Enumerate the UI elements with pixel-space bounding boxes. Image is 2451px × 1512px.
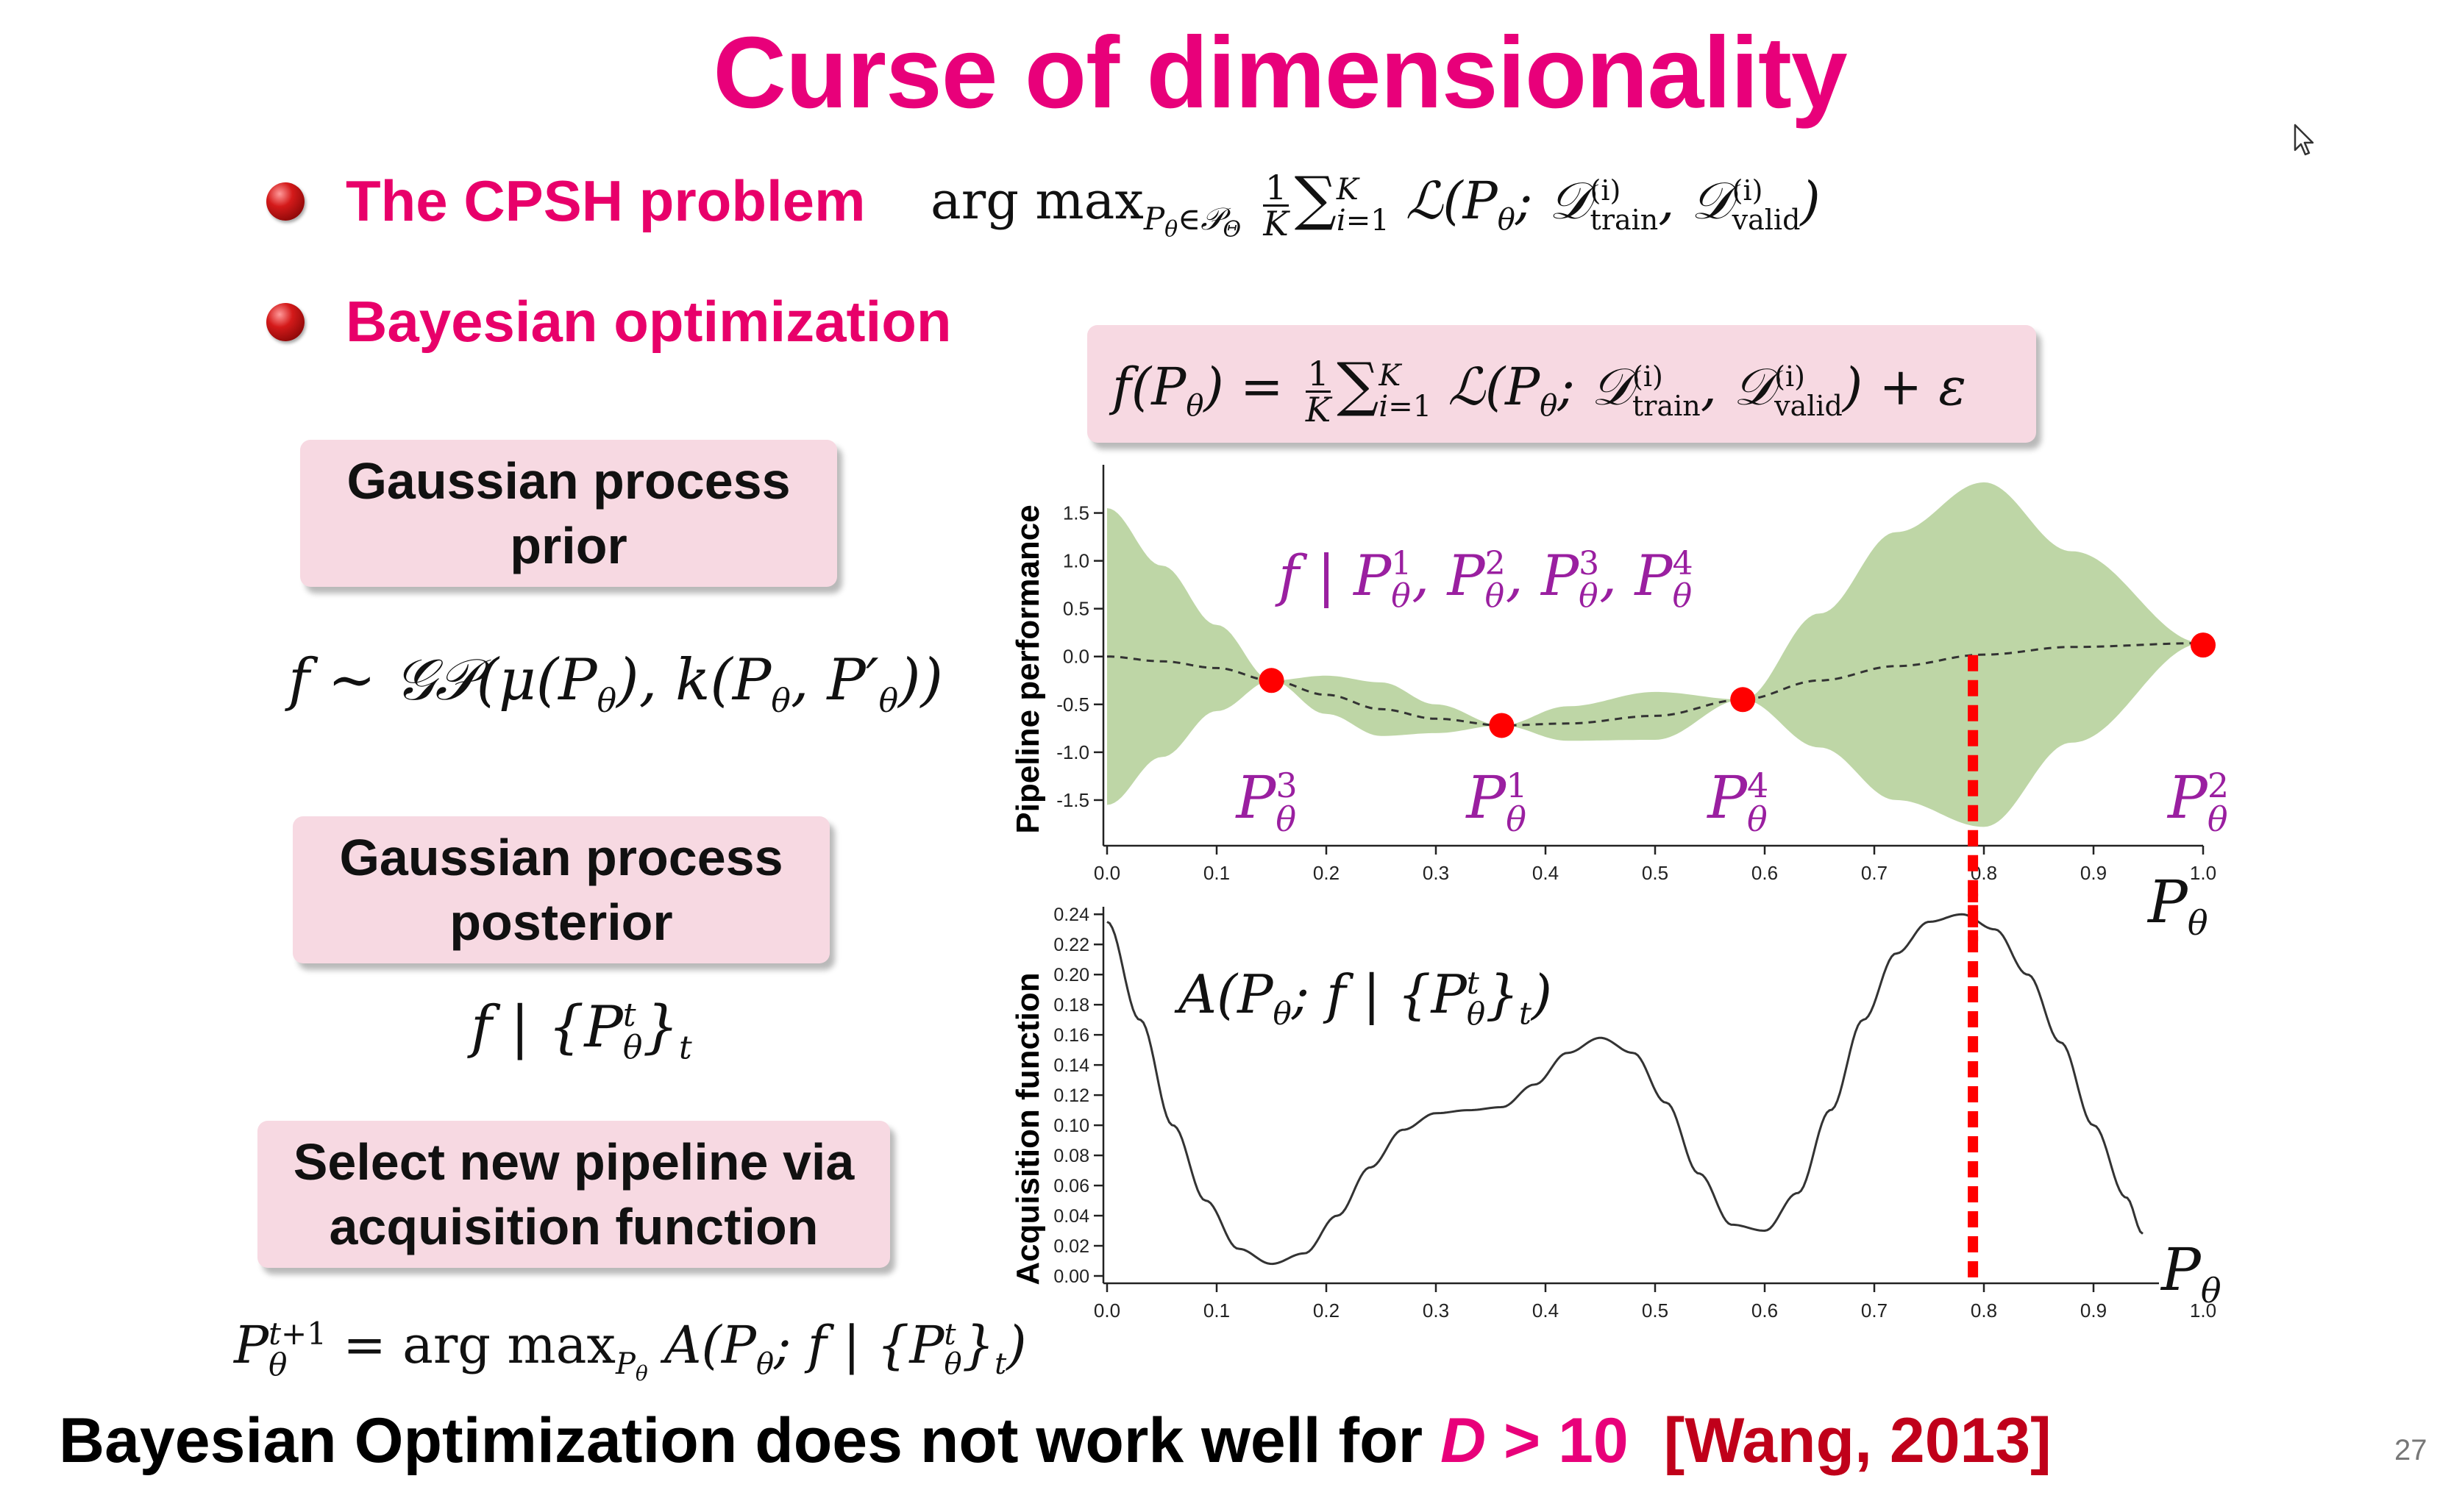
x-tick-label: 0.1: [1203, 862, 1230, 884]
citation: [Wang, 2013]: [1663, 1405, 2052, 1476]
x-tick-label: 1.0: [2190, 1299, 2216, 1322]
acquisition-chart-xlabel: Pθ: [2161, 1235, 2221, 1310]
bullet-icon: [266, 303, 305, 341]
posterior-mean-line: [1106, 642, 2203, 727]
y-tick-label: 0.5: [1063, 598, 1089, 620]
gp-prior-box: Gaussian process prior: [300, 440, 837, 587]
acquisition-chart-annotation: A(Pθ; f | {P t θ}t): [1178, 963, 1553, 1032]
mouse-cursor-icon: [2294, 124, 2314, 156]
x-tick-label: 0.2: [1313, 1299, 1340, 1322]
bullet-cpsh-label: The CPSH problem: [346, 168, 866, 233]
observation-point: [1489, 713, 1515, 738]
bottom-statement: Bayesian Optimization does not work well…: [59, 1405, 2052, 1477]
y-tick-label: 0.08: [1053, 1146, 1089, 1166]
y-tick-label: -1.0: [1056, 741, 1089, 763]
objective-formula-box: [1087, 325, 2036, 443]
x-tick-label: 0.5: [1642, 1299, 1668, 1322]
y-tick-label: 0.06: [1053, 1176, 1089, 1197]
y-tick-label: 0.02: [1053, 1236, 1089, 1257]
y-tick-label: 0.24: [1053, 905, 1089, 925]
y-tick-label: -1.5: [1056, 789, 1089, 811]
gp-posterior-line1: Gaussian process: [339, 829, 783, 886]
bottom-statement-text: Bayesian Optimization does not work well…: [59, 1405, 1440, 1476]
x-tick-label: 0.8: [1971, 1299, 1997, 1322]
x-tick-label: 1.0: [2190, 862, 2216, 884]
acquisition-chart-ylabel: Acquisition function: [1010, 972, 1046, 1285]
y-tick-label: 1.5: [1063, 502, 1089, 524]
dimension-variable: D: [1440, 1405, 1487, 1476]
y-tick-label: -0.5: [1056, 693, 1089, 716]
acquisition-chart: Acquisition function 0.24 0.22 0.20 0.18 0.1…: [1010, 894, 2216, 1322]
x-tick-label: 0.7: [1861, 862, 1888, 884]
observation-point: [1259, 668, 1284, 693]
gp-posterior-box: Gaussian process posterior: [293, 816, 830, 963]
gp-chart-xlabel: Pθ: [2148, 868, 2208, 943]
gp-prior-line2: prior: [510, 517, 627, 574]
x-tick-label: 0.9: [2080, 1299, 2107, 1322]
x-tick-label: 0.4: [1532, 862, 1559, 884]
bullet-bayesian-label: Bayesian optimization: [346, 289, 952, 354]
observation-point: [1730, 687, 1756, 713]
gp-chart-ylabel: Pipeline performance: [1010, 504, 1046, 833]
y-tick-label: 0.0: [1063, 646, 1089, 668]
acquisition-line2: acquisition function: [329, 1198, 819, 1255]
slide-title: Curse of dimensionality: [713, 16, 1847, 129]
observation-point: [2191, 632, 2216, 658]
x-tick-label: 0.5: [1642, 862, 1668, 884]
x-tick-label: 0.0: [1094, 862, 1120, 884]
slide-number: 27: [2394, 1434, 2427, 1466]
y-tick-label: 0.18: [1053, 995, 1089, 1016]
gp-posterior-line2: posterior: [449, 894, 673, 951]
y-tick-label: 0.12: [1053, 1085, 1089, 1106]
x-tick-label: 0.6: [1751, 1299, 1778, 1322]
acquisition-line1: Select new pipeline via: [293, 1133, 855, 1191]
x-tick-label: 0.3: [1423, 862, 1449, 884]
y-tick-label: 0.20: [1053, 965, 1089, 985]
x-tick-label: 0.6: [1751, 862, 1778, 884]
x-tick-label: 0.3: [1423, 1299, 1449, 1322]
y-tick-label: 0.10: [1053, 1116, 1089, 1136]
x-tick-label: 0.7: [1861, 1299, 1888, 1322]
gp-posterior-formula: f | {P t θ}t: [471, 994, 692, 1067]
x-tick-label: 0.4: [1532, 1299, 1559, 1322]
gp-chart: Pipeline performance 1.5 1.0 0.5 0.0 -0.5 -1.…: [1010, 465, 2216, 941]
x-tick-label: 0.2: [1313, 862, 1340, 884]
y-tick-label: 0.22: [1053, 935, 1089, 955]
x-tick-label: 0.9: [2080, 862, 2107, 884]
y-tick-label: 1.0: [1063, 550, 1089, 572]
dimension-threshold: > 10: [1486, 1405, 1629, 1476]
gp-prior-line1: Gaussian process: [346, 452, 791, 510]
y-tick-label: 0.00: [1053, 1266, 1089, 1287]
gp-prior-formula: f ∼ 𝒢𝒫(μ(Pθ), k(Pθ, P′θ)): [288, 647, 943, 720]
y-tick-label: 0.14: [1053, 1055, 1089, 1076]
acquisition-box: Select new pipeline via acquisition funct…: [257, 1121, 890, 1268]
y-tick-label: 0.16: [1053, 1025, 1089, 1046]
y-tick-label: 0.04: [1053, 1206, 1089, 1227]
confidence-band: [1107, 482, 2203, 827]
x-tick-label: 0.1: [1203, 1299, 1230, 1322]
x-tick-label: 0.0: [1094, 1299, 1120, 1322]
bullet-icon: [266, 182, 305, 221]
